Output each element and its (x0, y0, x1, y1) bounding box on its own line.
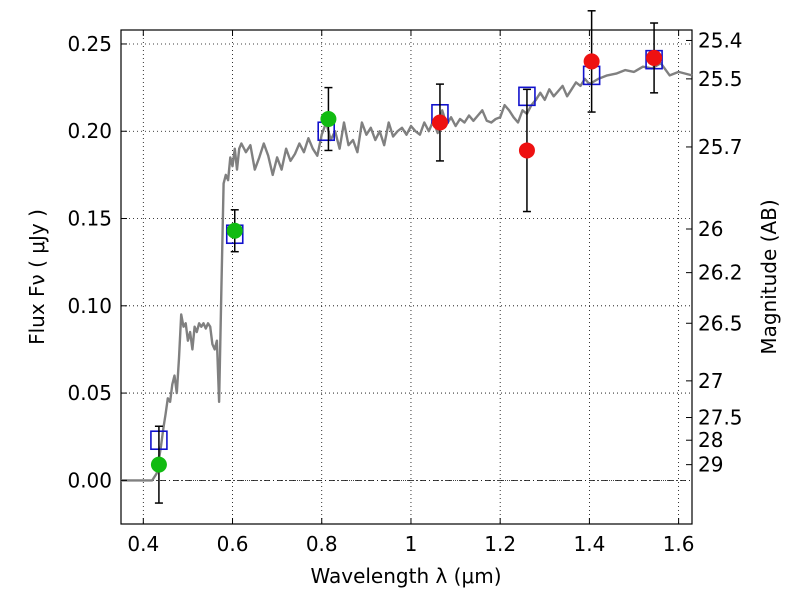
x-tick-label-1: 0.6 (217, 532, 249, 556)
mag-tick-label-5: 26.5 (698, 311, 743, 335)
y-tick-label-0: 0.00 (67, 468, 112, 492)
mag-tick-label-1: 25.5 (698, 67, 743, 91)
x-tick-label-6: 1.6 (663, 532, 695, 556)
mag-tick-label-8: 28 (698, 428, 723, 452)
space-flux-point-0 (431, 114, 448, 131)
mag-tick-label-2: 25.7 (698, 135, 743, 159)
x-tick-label-4: 1.2 (484, 532, 516, 556)
x-tick-label-3: 1 (405, 532, 418, 556)
y-tick-label-4: 0.20 (67, 119, 112, 143)
y-axis-title: Flux Fν ( μJy ) (25, 209, 49, 345)
x-tick-label-2: 0.8 (306, 532, 338, 556)
observed-flux-markers (150, 49, 663, 473)
ground-flux-point-0 (150, 456, 167, 473)
right-axis-title: Magnitude (AB) (757, 199, 781, 354)
y-tick-label-1: 0.05 (67, 381, 112, 405)
tick-labels: 0.4 0.6 0.8 1 1.2 1.4 1.6 0.00 0.05 0.10 0.15 0.20 0… (67, 28, 742, 556)
ground-flux-point-1 (226, 222, 243, 239)
axis-ticks (121, 30, 692, 524)
mag-tick-label-9: 29 (698, 453, 723, 477)
model-spectrum-line (121, 62, 693, 482)
plot-frame (120, 29, 693, 525)
y-tick-label-3: 0.15 (67, 207, 112, 231)
y-tick-label-5: 0.25 (67, 32, 112, 56)
ground-flux-point-2 (320, 111, 337, 128)
space-flux-point-1 (518, 142, 535, 159)
y-tick-label-2: 0.10 (67, 294, 112, 318)
mag-tick-label-6: 27 (698, 369, 723, 393)
mag-tick-label-4: 26.2 (698, 261, 743, 285)
space-flux-point-3 (646, 49, 663, 66)
x-tick-label-5: 1.4 (573, 532, 605, 556)
mag-tick-label-7: 27.5 (698, 406, 743, 430)
mag-tick-label-3: 26 (698, 217, 723, 241)
x-axis-title: Wavelength λ (μm) (310, 564, 501, 588)
space-flux-point-2 (583, 53, 600, 70)
mag-tick-label-0: 25.4 (698, 28, 743, 52)
model-spectrum (121, 62, 693, 482)
x-tick-label-0: 0.4 (127, 532, 159, 556)
